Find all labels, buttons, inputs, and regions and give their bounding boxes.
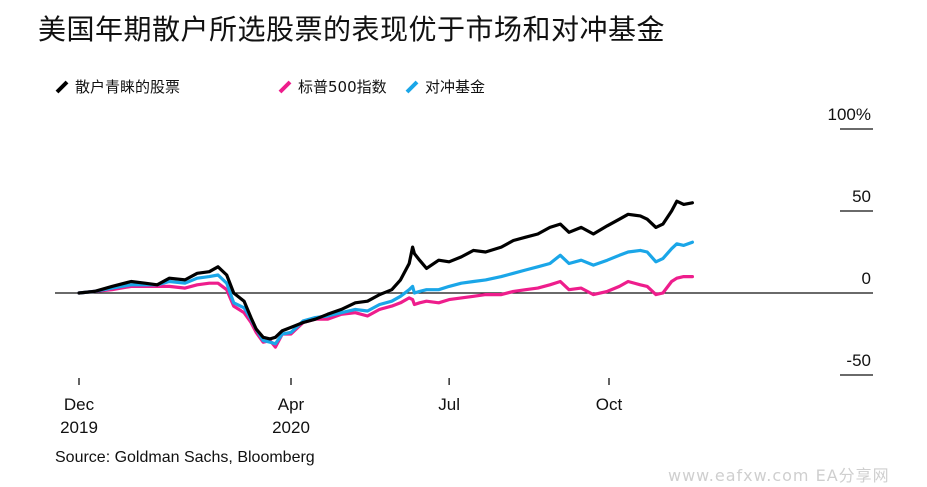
x-tick-label-year: 2020 [272,418,310,437]
legend-swatch-sp500 [278,80,292,93]
legend-label-sp500: 标普500指数 [298,78,387,96]
y-tick-label: 50 [852,187,871,206]
x-tick-label: Dec [64,395,95,414]
x-tick-label-year: 2019 [60,418,98,437]
legend-label-retail: 散户青睐的股票 [75,78,181,96]
x-axis: Dec 2019 Apr 2020 Jul Oct [60,378,622,437]
series-line-hedge [77,240,694,346]
legend: 散户青睐的股票 标普500指数 对冲基金 [0,76,927,100]
chart-title: 美国年期散户所选股票的表现优于市场和对冲基金 [38,13,666,46]
legend-swatch-hedge [405,80,419,93]
legend-item-sp500: 标普500指数 [278,76,387,97]
x-tick-label: Jul [438,395,460,414]
series-layer [77,199,694,349]
series-line-sp500 [77,275,694,349]
legend-item-hedge: 对冲基金 [405,76,485,97]
x-tick-label: Oct [596,395,623,414]
legend-item-retail: 散户青睐的股票 [55,76,180,97]
watermark: www.eafxw.com EA分享网 [668,466,890,485]
y-axis: 100% 50 0 -50 [55,105,873,376]
source-note: Source: Goldman Sachs, Bloomberg [55,449,315,466]
legend-swatch-retail [55,80,69,93]
y-tick-label: 0 [862,269,871,288]
series-line-retail [77,199,694,341]
y-tick-label: -50 [846,351,871,370]
x-tick-label: Apr [278,395,305,414]
y-tick-label: 100% [828,105,871,124]
legend-label-hedge: 对冲基金 [425,78,486,96]
